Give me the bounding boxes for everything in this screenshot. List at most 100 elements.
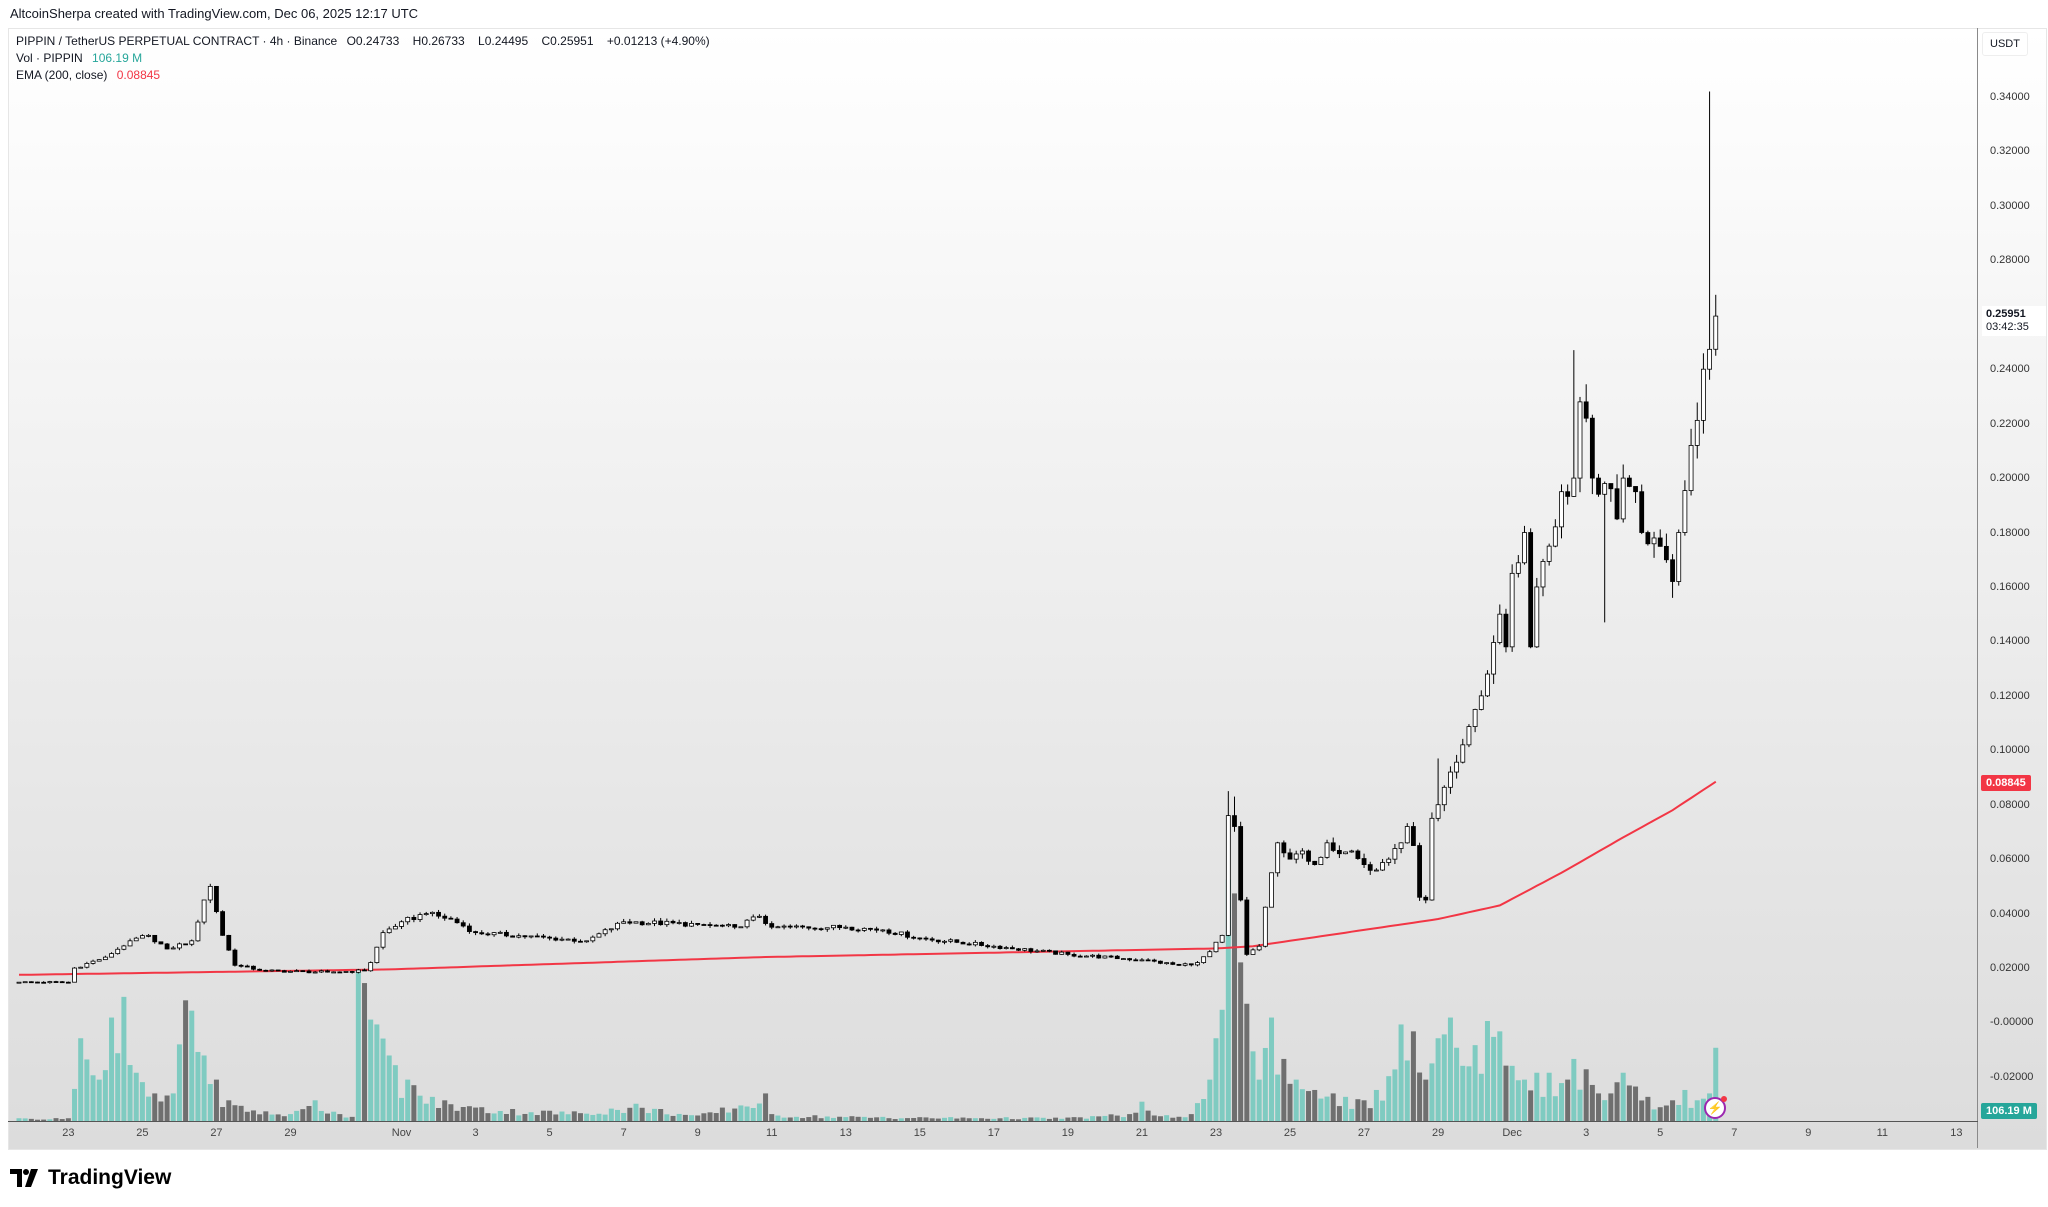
volume-bar xyxy=(1645,1096,1651,1121)
change-value: +0.01213 (+4.90%) xyxy=(606,34,710,48)
volume-bar xyxy=(608,1108,614,1121)
volume-bar xyxy=(300,1109,306,1121)
volume-bar xyxy=(109,1017,115,1121)
volume-bar xyxy=(1497,1031,1503,1121)
candle-body xyxy=(1336,850,1342,855)
candle-body xyxy=(559,938,565,941)
candle xyxy=(861,927,867,932)
candle-body xyxy=(627,921,633,924)
candle xyxy=(1040,949,1046,952)
candle-body xyxy=(1392,848,1398,860)
candle xyxy=(1299,848,1305,859)
candle xyxy=(485,932,491,937)
volume-bar xyxy=(417,1095,423,1121)
candle xyxy=(1651,531,1657,558)
candle xyxy=(189,939,195,947)
volume-bar xyxy=(1127,1114,1133,1121)
volume-bar xyxy=(491,1113,497,1121)
candle xyxy=(53,980,59,983)
candle xyxy=(578,939,583,943)
candle xyxy=(362,968,367,972)
candle xyxy=(1583,384,1589,423)
candle-body xyxy=(1688,445,1694,492)
volume-bar xyxy=(1460,1065,1466,1121)
volume-bar xyxy=(652,1108,658,1121)
currency-button[interactable]: USDT xyxy=(1982,32,2028,56)
candle-body xyxy=(1299,850,1305,855)
candle xyxy=(1330,837,1336,853)
candle-body xyxy=(1614,488,1620,520)
current-price-label: 0.25951 03:42:35 xyxy=(1982,306,2046,336)
candle xyxy=(263,969,269,972)
time-tick: 5 xyxy=(546,1127,553,1139)
candle xyxy=(479,930,485,935)
candle-body xyxy=(1466,726,1472,746)
candle-body xyxy=(355,969,361,973)
candle xyxy=(90,959,96,965)
ema-legend[interactable]: EMA (200, close) 0.08845 xyxy=(16,68,166,82)
volume-bar xyxy=(343,1117,349,1121)
volume-bar xyxy=(41,1119,47,1121)
candle xyxy=(1472,708,1478,733)
tradingview-logo[interactable]: TradingView xyxy=(10,1166,171,1190)
candle-body xyxy=(590,936,596,942)
candle xyxy=(1528,528,1534,649)
volume-bar xyxy=(898,1118,904,1121)
candle xyxy=(701,923,707,926)
candle xyxy=(1602,481,1608,623)
time-tick: 9 xyxy=(1805,1127,1812,1139)
candle xyxy=(374,946,380,964)
candle-body xyxy=(1515,562,1521,574)
candle xyxy=(164,942,170,950)
price-tick: 0.12000 xyxy=(1990,689,2030,702)
volume-bar xyxy=(59,1119,65,1121)
time-tick: 25 xyxy=(136,1127,149,1139)
candle xyxy=(547,935,553,941)
candle xyxy=(1454,754,1460,779)
candle-body xyxy=(1201,956,1207,963)
candle-body xyxy=(28,981,34,984)
chart-pane[interactable] xyxy=(8,28,2047,1150)
volume-bar xyxy=(867,1117,873,1121)
candle-body xyxy=(1620,477,1626,520)
candle-body xyxy=(911,936,917,939)
candle-body xyxy=(195,921,201,942)
candle-body xyxy=(1330,842,1336,851)
candle xyxy=(571,937,577,944)
volume-bar xyxy=(874,1117,880,1121)
candle-body xyxy=(35,981,40,984)
candle xyxy=(775,925,781,929)
candle-body xyxy=(448,917,454,920)
candle-body xyxy=(251,965,256,970)
volume-bar xyxy=(1552,1096,1558,1121)
volume-value: 106.19 M xyxy=(92,51,143,65)
volume-bar xyxy=(479,1107,485,1121)
candle-body xyxy=(1429,817,1435,901)
candle-body xyxy=(331,971,337,974)
symbol-title[interactable]: PIPPIN / TetherUS PERPETUAL CONTRACT · 4… xyxy=(16,34,338,48)
volume-bar xyxy=(1559,1083,1564,1121)
lightning-icon[interactable]: ⚡ xyxy=(1704,1096,1727,1119)
volume-bar xyxy=(1213,1038,1219,1121)
candle xyxy=(41,981,47,984)
volume-legend[interactable]: Vol · PIPPIN 106.19 M xyxy=(16,51,148,65)
candle xyxy=(115,947,121,955)
candle xyxy=(1225,791,1231,937)
price-tick: 0.18000 xyxy=(1990,526,2030,539)
volume-bar xyxy=(1626,1085,1632,1121)
candle-body xyxy=(1565,491,1571,497)
candle-body xyxy=(923,937,929,940)
candle xyxy=(528,935,534,939)
volume-bar xyxy=(719,1107,725,1121)
volume-bar xyxy=(664,1114,670,1121)
price-tick: -0.02000 xyxy=(1990,1070,2034,1083)
candle xyxy=(954,939,960,944)
candle-body xyxy=(1009,947,1015,950)
volume-bar xyxy=(454,1110,460,1121)
candle xyxy=(133,936,139,942)
volume-bar xyxy=(1373,1089,1379,1121)
candle-body xyxy=(886,929,892,934)
candle xyxy=(1361,853,1367,868)
volume-bar xyxy=(405,1079,411,1121)
